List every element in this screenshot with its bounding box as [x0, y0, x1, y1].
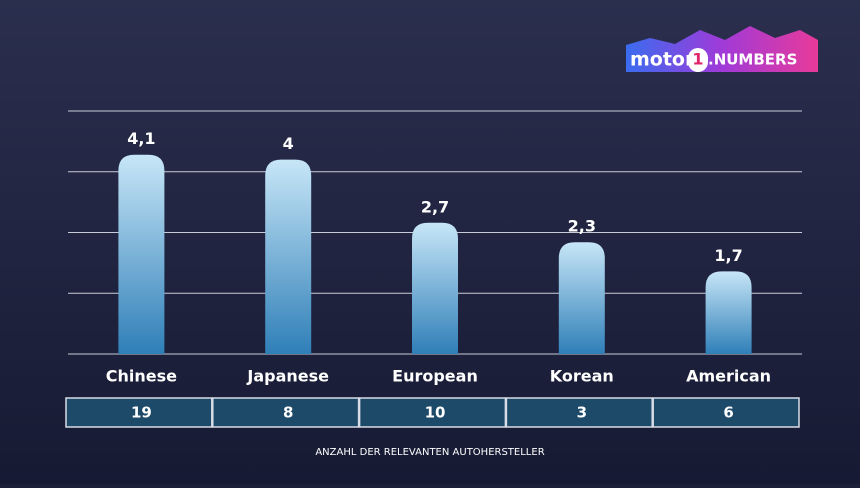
count-value: 3 [577, 404, 587, 422]
bar [412, 222, 458, 354]
value-label: 2,3 [568, 217, 596, 236]
bar [118, 154, 165, 354]
value-label: 4,1 [127, 129, 155, 148]
count-cell [358, 397, 507, 428]
count-value: 8 [283, 404, 293, 422]
value-label: 4 [283, 134, 294, 153]
logo: motor 1 .NUMBERS [626, 26, 818, 72]
counts-caption: ANZAHL DER RELEVANTEN AUTOHERSTELLER [315, 447, 544, 458]
bar [558, 242, 605, 354]
logo-badge-bg [688, 48, 708, 72]
logo-badge: 1 [692, 50, 703, 69]
count-value: 6 [723, 404, 733, 422]
count-cell [212, 397, 360, 428]
value-label: 2,7 [421, 197, 449, 216]
x-tick-label: Korean [550, 367, 614, 386]
count-cell [652, 397, 800, 428]
logo-word: motor [630, 49, 695, 71]
logo-brand: .NUMBERS [708, 51, 797, 69]
bar [265, 159, 312, 354]
logo-mountains [626, 26, 818, 72]
x-tick-label: Chinese [106, 367, 177, 386]
x-tick-label: European [392, 367, 478, 386]
value-label: 1,7 [714, 246, 742, 265]
count-cell [65, 397, 213, 428]
count-value: 19 [131, 404, 152, 422]
count-value: 10 [425, 404, 446, 422]
x-tick-label: Japanese [246, 367, 329, 386]
count-cell [505, 397, 653, 428]
x-tick-label: American [686, 367, 771, 386]
bar [705, 271, 752, 354]
